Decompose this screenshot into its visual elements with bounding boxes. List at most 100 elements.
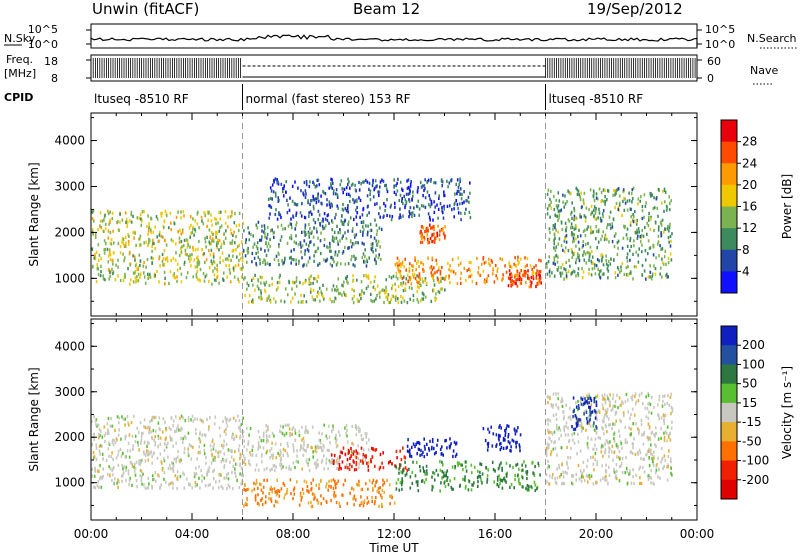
data-cell xyxy=(396,255,542,286)
data-cell xyxy=(91,209,244,286)
data-cell xyxy=(406,437,458,459)
x-tick-label: 00:00 xyxy=(74,527,109,541)
data-cell xyxy=(242,218,383,268)
velocity-colorbar-swatch xyxy=(721,326,737,346)
velocity-colorbar-tick-label: 50 xyxy=(742,377,757,391)
data-cell xyxy=(546,186,672,281)
freq-label: Freq. xyxy=(6,53,33,66)
y-tick-label: 4000 xyxy=(54,134,85,148)
x-axis-label: Time UT xyxy=(368,541,419,554)
velocity-colorbar-swatch xyxy=(721,383,737,404)
panel-frame-power xyxy=(90,112,698,317)
velocity-colorbar-frame xyxy=(720,325,738,500)
y-tick-label: 2000 xyxy=(54,225,85,239)
power-colorbar-swatch xyxy=(721,228,737,251)
data-cell xyxy=(330,446,404,472)
data-cell xyxy=(572,396,598,431)
data-cell xyxy=(394,256,534,286)
data-cell xyxy=(243,478,396,509)
data-cell xyxy=(507,269,542,289)
y-tick-label: 1000 xyxy=(54,476,85,490)
x-tick-label: 12:00 xyxy=(377,527,412,541)
data-cell xyxy=(91,414,244,491)
y-axis-label: Slant Range [km] xyxy=(27,367,41,471)
y-tick-label: 1000 xyxy=(54,271,85,285)
data-cell xyxy=(268,177,470,222)
nave-tick-label: 0 xyxy=(707,72,714,85)
velocity-colorbar-swatch xyxy=(721,422,737,442)
cpid-label: CPID xyxy=(4,91,33,104)
power-colorbar-swatch xyxy=(721,206,737,229)
velocity-colorbar-tick-label: -100 xyxy=(742,454,769,468)
cpid-segment-label: normal (fast stereo) 153 RF xyxy=(246,92,411,106)
velocity-colorbar-swatch xyxy=(721,345,737,365)
velocity-colorbar-tick-label: 200 xyxy=(742,338,765,352)
power-colorbar-swatch xyxy=(721,163,737,186)
cpid-segment-label: ltuseq -8510 RF xyxy=(549,92,644,106)
velocity-colorbar-tick-label: -200 xyxy=(742,473,769,487)
velocity-colorbar-swatch xyxy=(721,441,737,462)
nave-tick-label: 60 xyxy=(707,55,721,68)
power-colorbar-tick-label: 16 xyxy=(742,200,757,214)
count-tick-label: 10^0 xyxy=(705,38,735,51)
axes-layer xyxy=(4,23,797,521)
data-cell xyxy=(267,177,472,222)
x-tick-label: 20:00 xyxy=(579,527,614,541)
velocity-colorbar-tick-label: -50 xyxy=(742,434,762,448)
power-colorbar-label: Power [dB] xyxy=(780,174,794,239)
nsky-label: N.Sky xyxy=(4,32,36,45)
x-tick-label: 16:00 xyxy=(478,527,513,541)
beam-label: Beam 12 xyxy=(353,0,421,18)
data-cell xyxy=(571,396,598,431)
data-cell xyxy=(482,424,522,453)
y-tick-label: 3000 xyxy=(54,385,85,399)
power-colorbar-tick-label: 12 xyxy=(742,221,757,235)
power-colorbar-tick-label: 28 xyxy=(742,135,757,149)
nsearch-label: N.Search xyxy=(747,32,797,45)
power-colorbar-swatch xyxy=(721,271,737,294)
power-colorbar-swatch xyxy=(721,184,737,207)
count-tick-label: 10^5 xyxy=(705,23,735,36)
y-axis-label: Slant Range [km] xyxy=(27,162,41,266)
data-cell xyxy=(242,218,381,268)
y-tick-label: 4000 xyxy=(54,339,85,353)
data-cell xyxy=(332,446,409,472)
velocity-colorbar-label: Velocity [m s⁻¹] xyxy=(780,366,794,459)
power-colorbar-tick-label: 4 xyxy=(742,264,750,278)
power-colorbar-swatch xyxy=(721,141,737,164)
y-tick-label: 3000 xyxy=(54,179,85,193)
freq-label: [MHz] xyxy=(4,67,36,80)
nave-label: Nave xyxy=(750,64,778,77)
data-cell xyxy=(420,223,446,244)
freq-trace xyxy=(90,58,241,78)
data-cell xyxy=(243,478,393,508)
data-cell xyxy=(545,186,673,280)
data-cell xyxy=(395,460,541,493)
heatmap-power xyxy=(91,177,673,305)
power-colorbar-swatch xyxy=(721,249,737,272)
panel-frame-velocity xyxy=(90,318,698,521)
x-tick-label: 00:00 xyxy=(680,527,715,541)
velocity-colorbar-swatch xyxy=(721,364,737,385)
velocity-colorbar-tick-label: 15 xyxy=(742,396,757,410)
data-cell xyxy=(419,224,446,245)
cpid-segment-label: ltuseq -8510 RF xyxy=(94,92,189,106)
x-tick-label: 04:00 xyxy=(175,527,210,541)
count-tick-label: 10^0 xyxy=(28,38,58,51)
data-cell xyxy=(244,273,442,305)
data-cell xyxy=(242,423,370,473)
count-tick-label: 10^5 xyxy=(28,23,58,36)
power-colorbar-tick-label: 20 xyxy=(742,178,757,192)
velocity-colorbar-swatch xyxy=(721,460,737,481)
nsky-box xyxy=(90,23,698,49)
data-cell xyxy=(91,209,245,286)
nsky-trace xyxy=(90,34,698,47)
y-tick-label: 2000 xyxy=(54,430,85,444)
velocity-colorbar-swatch xyxy=(721,479,737,500)
freq-tick-label: 18 xyxy=(44,55,58,68)
data-cell xyxy=(548,392,673,486)
velocity-colorbar-tick-label: 100 xyxy=(742,357,765,371)
power-colorbar-tick-label: 24 xyxy=(742,156,757,170)
